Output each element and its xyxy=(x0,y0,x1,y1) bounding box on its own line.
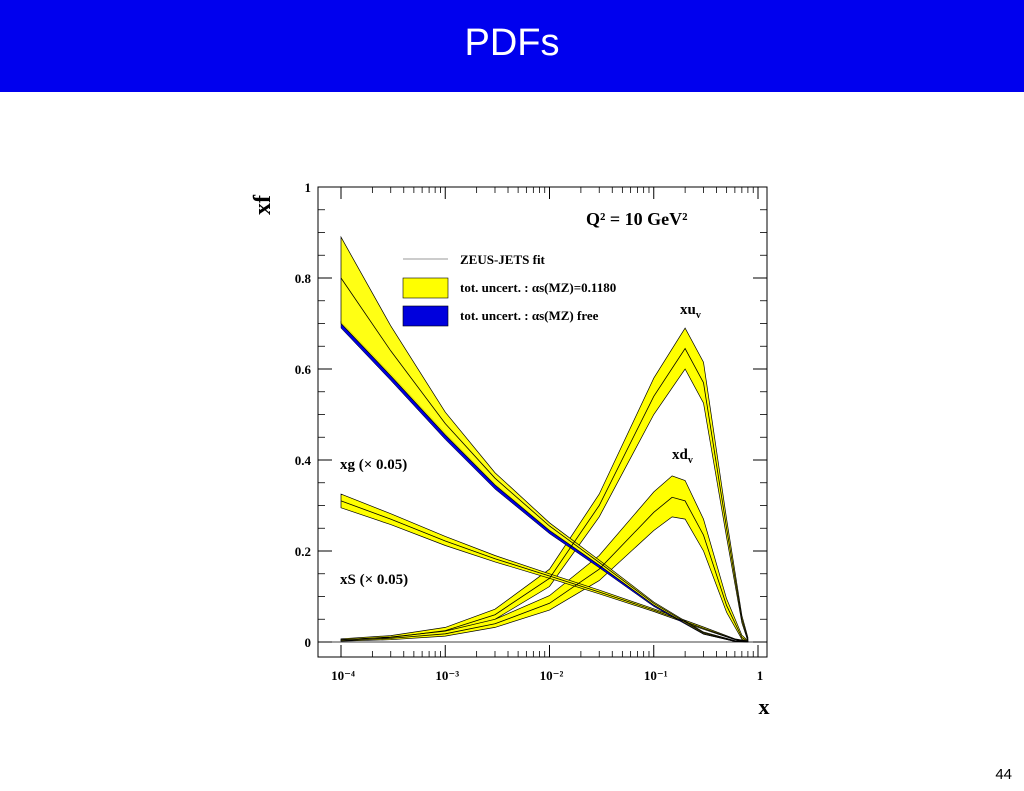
x-tick-label-0: 10⁻⁴ xyxy=(331,668,355,683)
curve-xg0 xyxy=(340,277,748,643)
y-axis-label: xf xyxy=(250,194,276,215)
slide-number: 44 xyxy=(995,766,1012,783)
x-tick-label-4: 1 xyxy=(757,668,764,683)
chart-title: Q² = 10 GeV² xyxy=(586,209,688,229)
y-tick-label-2: 0.4 xyxy=(295,453,312,468)
legend-label-fit: ZEUS-JETS fit xyxy=(460,252,546,267)
annotation-xuv: xuv xyxy=(680,302,701,321)
y-tick-label-5: 1 xyxy=(305,180,312,195)
curve-xd3 xyxy=(340,496,749,642)
slide-title: PDFs xyxy=(464,22,560,64)
curve-xs1 xyxy=(340,500,748,642)
legend-label-fixed: tot. uncert. : αs(MZ)=0.1180 xyxy=(460,280,616,295)
curve-xu2 xyxy=(340,347,749,641)
y-tick-label-0: 0 xyxy=(305,635,312,650)
legend-label-free: tot. uncert. : αs(MZ) free xyxy=(460,308,599,323)
y-tick-label-4: 0.8 xyxy=(295,271,312,286)
y-tick-label-1: 0.2 xyxy=(295,544,311,559)
annotation-xdv: xdv xyxy=(672,447,693,466)
x-tick-label-1: 10⁻³ xyxy=(435,668,459,683)
annotation-xs: xS (× 0.05) xyxy=(340,572,408,588)
annotation-xg: xg (× 0.05) xyxy=(340,457,407,473)
y-tick-label-3: 0.6 xyxy=(295,362,312,377)
x-axis-label: x xyxy=(759,694,770,719)
legend-swatch-fixed xyxy=(402,277,449,299)
axis-ticks: 10⁻⁴ 10⁻³ 10⁻² 10⁻¹ 1 0 0.2 0.4 0.6 0.8 1 xyxy=(295,180,767,683)
legend: ZEUS-JETS fit tot. uncert. : αs(MZ)=0.11… xyxy=(402,252,616,327)
legend-swatch-free xyxy=(402,305,449,327)
title-bar: PDFs xyxy=(0,0,1024,92)
x-tick-label-3: 10⁻¹ xyxy=(644,668,668,683)
central-curves xyxy=(340,277,749,643)
x-tick-label-2: 10⁻² xyxy=(540,668,564,683)
